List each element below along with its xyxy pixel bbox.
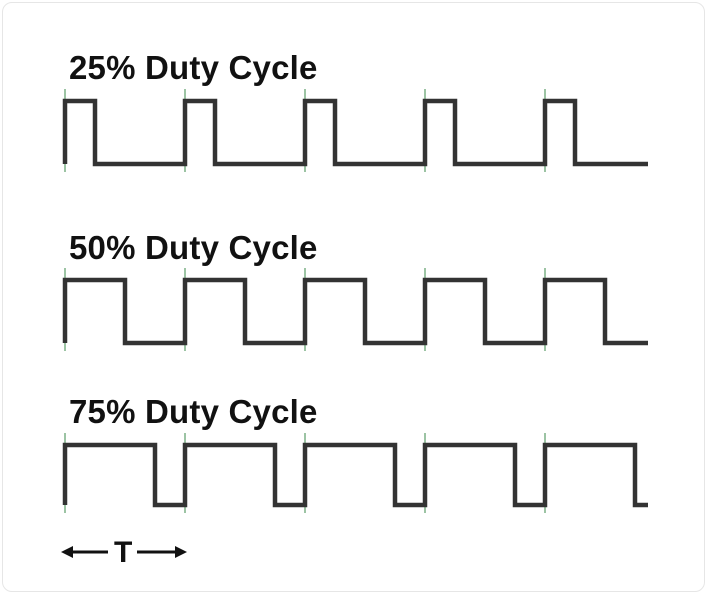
title-75-duty-cycle: 75% Duty Cycle <box>69 393 318 430</box>
arrow-left-icon <box>61 546 73 558</box>
arrow-right-icon <box>175 546 187 558</box>
period-label: T <box>114 536 133 569</box>
title-25-duty-cycle: 25% Duty Cycle <box>69 49 318 86</box>
square-wave-25 <box>62 98 648 167</box>
square-wave-50 <box>62 277 648 346</box>
square-wave-75 <box>62 442 648 508</box>
title-50-duty-cycle: 50% Duty Cycle <box>69 229 318 266</box>
